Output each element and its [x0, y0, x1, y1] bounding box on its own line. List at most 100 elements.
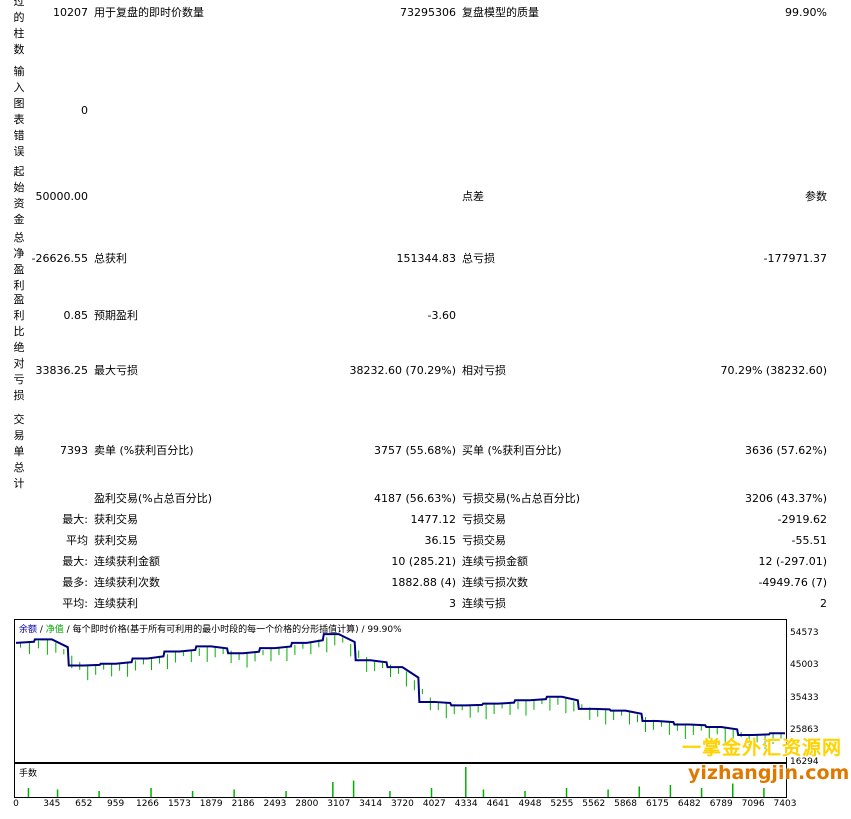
x-tick-label: 0	[13, 799, 19, 809]
largest-loss-value: -2919.62	[777, 513, 827, 526]
x-tick-label: 5562	[582, 799, 606, 809]
side-label-char: 利	[13, 279, 25, 292]
bars-value: 10207	[53, 6, 88, 19]
x-tick-label: 6482	[677, 799, 701, 809]
avg-consec-losses-value: 2	[820, 597, 827, 610]
x-tick-label: 1266	[136, 799, 159, 809]
side-label-errors: 输入图表错误	[10, 64, 28, 160]
gross-loss-value: -177971.37	[763, 252, 827, 265]
ticks-label: 用于复盘的即时价数量	[94, 6, 204, 19]
side-label-char: 盈	[13, 293, 25, 306]
largest-prefix: 最大:	[62, 513, 88, 526]
rel-drawdown-label: 相对亏损	[462, 364, 506, 377]
balance-chart	[15, 633, 785, 750]
x-tick-label: 2493	[263, 799, 287, 809]
expected-payoff-label: 预期盈利	[94, 309, 138, 322]
side-label-char: 单	[13, 445, 25, 458]
chart-header: 余额 / 净值 / 每个即时价格(基于所有可利用的最小时段的每一个价格的分形插值…	[19, 622, 402, 635]
quality-value: 99.90%	[785, 6, 827, 19]
chart-header-balance: 余额	[19, 625, 38, 635]
gross-loss-label: 总亏损	[462, 252, 495, 265]
short-positions-label: 卖单 (%获利百分比)	[94, 444, 194, 457]
chart-header-sep3: /	[358, 625, 368, 635]
max-consec-wins-label: 连续获利金额	[94, 555, 160, 568]
side-label-char: 始	[13, 181, 25, 194]
equity-spikes	[19, 635, 782, 750]
x-tick-label: 4948	[518, 799, 542, 809]
side-label-char: 绝	[13, 341, 25, 354]
largest-loss-label: 亏损交易	[462, 513, 506, 526]
side-label-char: 错	[13, 129, 25, 142]
maximal-consec-loss-label: 连续亏损次数	[462, 576, 528, 589]
side-label-char: 数	[13, 43, 25, 56]
side-label-char: 误	[13, 145, 25, 158]
net-profit-value: -26626.55	[31, 252, 88, 265]
side-label-char: 柱	[13, 27, 25, 40]
x-tick-label: 7096	[741, 799, 765, 809]
side-label-char: 比	[13, 325, 25, 338]
side-label-char: 总	[13, 231, 25, 244]
average-prefix: 平均	[66, 534, 88, 547]
average-profit-value: 36.15	[424, 534, 457, 547]
x-tick-label: 5868	[614, 799, 637, 809]
volume-title: 手数	[19, 769, 38, 779]
side-label-char: 总	[13, 461, 25, 474]
x-tick-label: 4334	[454, 799, 478, 809]
side-label-profit-factor: 盈利比	[10, 292, 28, 340]
watermark-line1: 一掌金外汇资源网	[682, 737, 843, 759]
volume-panel: 手数	[14, 763, 787, 798]
profit-trades-value: 4187 (56.63%)	[373, 492, 456, 505]
side-label-net-profit: 总净盈利	[10, 230, 28, 294]
side-label-char: 计	[13, 477, 25, 490]
x-tick-label: 4027	[422, 799, 446, 809]
chart-header-sep2: /	[63, 625, 73, 635]
x-tick-label: 1879	[199, 799, 223, 809]
side-label-char: 过	[13, 0, 25, 8]
short-positions-value: 3757 (55.68%)	[373, 444, 456, 457]
long-positions-label: 买单 (%获利百分比)	[462, 444, 562, 457]
x-tick-label: 1573	[167, 799, 191, 809]
y-tick-label: 45003	[790, 660, 819, 670]
errors-value: 0	[81, 104, 88, 117]
x-tick-label: 652	[75, 799, 93, 809]
total-trades-value: 7393	[60, 444, 88, 457]
side-label-char: 金	[13, 213, 25, 226]
side-label-deposit: 起始资金	[10, 164, 28, 228]
loss-trades-value: 3206 (43.37%)	[744, 492, 827, 505]
y-tick-label: 25863	[790, 725, 819, 735]
x-tick-label: 2800	[295, 799, 319, 809]
x-tick-label: 6175	[645, 799, 669, 809]
profit-factor-value: 0.85	[63, 309, 89, 322]
x-tick-label: 3107	[327, 799, 351, 809]
side-label-char: 图	[13, 97, 25, 110]
side-label-char: 交	[13, 413, 25, 426]
watermark-line2: yizhangjin.com	[688, 762, 850, 784]
max-consec-wins-value: 10 (285.21)	[391, 555, 456, 568]
deposit-value: 50000.00	[35, 190, 89, 203]
x-tick-label: 345	[43, 799, 61, 809]
max-prefix: 最大:	[62, 555, 88, 568]
y-tick-label: 35433	[790, 693, 819, 703]
side-label-char: 亏	[13, 373, 25, 386]
volume-chart	[27, 767, 765, 797]
loss-trades-label: 亏损交易(%占总百分比)	[462, 492, 581, 505]
abs-drawdown-value: 33836.25	[35, 364, 89, 377]
x-tick-label: 5255	[550, 799, 574, 809]
x-tick-label: 2186	[231, 799, 255, 809]
gross-profit-label: 总获利	[94, 252, 127, 265]
side-label-char: 对	[13, 357, 25, 370]
side-label-char: 易	[13, 429, 25, 442]
maximal-consec-profit-label: 连续获利次数	[94, 576, 160, 589]
maximal-prefix: 最多:	[62, 576, 88, 589]
side-label-char: 入	[13, 81, 25, 94]
x-tick-label: 3720	[390, 799, 414, 809]
x-tick-label: 4641	[486, 799, 510, 809]
chart-header-sep1: /	[37, 625, 46, 635]
chart-header-equity: 净值	[45, 625, 64, 635]
avg-consec-wins-label: 连续获利	[94, 597, 138, 610]
ticks-value: 73295306	[400, 6, 456, 19]
rel-drawdown-value: 70.29% (38232.60)	[720, 364, 827, 377]
x-tick-label: 6789	[709, 799, 733, 809]
side-label-bars: 过的柱数	[10, 0, 28, 58]
avg-consec-losses-label: 连续亏损	[462, 597, 506, 610]
